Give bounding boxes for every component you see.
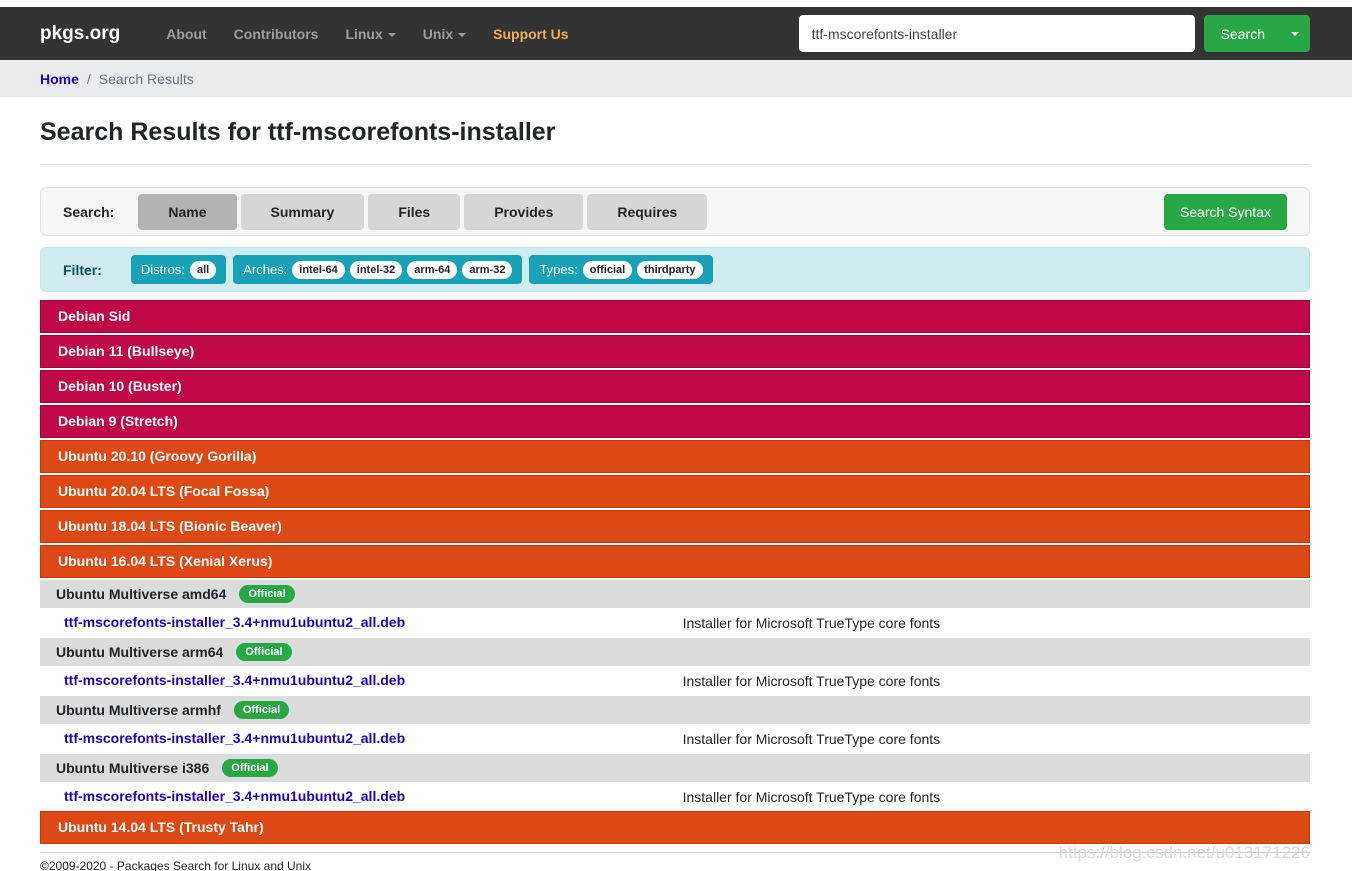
nav-link-support-us[interactable]: Support Us: [493, 25, 569, 42]
repo-name: Ubuntu Multiverse arm64: [56, 644, 224, 660]
nav-link-about[interactable]: About: [166, 25, 207, 42]
search-scope-panel: Search: Name Summary Files Provides Requires…: [40, 187, 1310, 236]
breadcrumb-separator: /: [86, 70, 91, 87]
filter-panel: Filter: Distros: all Arches: intel-64 intel-…: [40, 247, 1310, 292]
package-link[interactable]: ttf-mscorefonts-installer_3.4+nmu1ubuntu…: [64, 614, 406, 630]
search-tabs: Name Summary Files Provides Requires: [138, 193, 711, 230]
repo-name: Ubuntu Multiverse amd64: [56, 586, 227, 602]
package-row: ttf-mscorefonts-installer_3.4+nmu1ubuntu…: [40, 609, 1310, 637]
chevron-down-icon: [1290, 32, 1299, 37]
package-link[interactable]: ttf-mscorefonts-installer_3.4+nmu1ubuntu…: [64, 730, 406, 746]
filter-badge-intel-64: intel-64: [292, 260, 345, 279]
official-badge: Official: [236, 643, 292, 661]
breadcrumb: Home / Search Results: [0, 60, 1352, 97]
filter-group-label: Arches:: [243, 262, 288, 277]
breadcrumb-current: Search Results: [98, 70, 194, 87]
nav-link-unix[interactable]: Unix: [423, 26, 467, 42]
repo-header-row: Ubuntu Multiverse armhf Official: [40, 696, 1310, 724]
package-row: ttf-mscorefonts-installer_3.4+nmu1ubuntu…: [40, 667, 1310, 695]
navbar: pkgs.org About Contributors Linux Unix Suppo…: [0, 7, 1352, 60]
package-description: Installer for Microsoft TrueType core fo…: [682, 731, 941, 747]
filter-badge-intel-32: intel-32: [349, 260, 403, 279]
repo-name: Ubuntu Multiverse i386: [56, 760, 210, 776]
distro-row-debian-11-bullseye[interactable]: Debian 11 (Bullseye): [40, 335, 1310, 368]
repo-header-row: Ubuntu Multiverse amd64 Official: [40, 580, 1310, 608]
search-scope-label: Search:: [63, 203, 115, 220]
distro-row-ubuntu-14-04-lts-trusty-tahr[interactable]: Ubuntu 14.04 LTS (Trusty Tahr): [40, 811, 1310, 844]
filter-badge-thirdparty: thirdparty: [637, 260, 703, 279]
chevron-down-icon: [387, 32, 396, 37]
filter-badge-arm-64: arm-64: [407, 260, 458, 279]
repo-header-row: Ubuntu Multiverse arm64 Official: [40, 638, 1310, 666]
distro-row-debian-sid[interactable]: Debian Sid: [40, 300, 1310, 333]
filter-groups: Distros: all Arches: intel-64 intel-32 arm-64…: [130, 255, 720, 284]
footer-copyright: ©2009-2020 - Packages Search for Linux a…: [40, 852, 1310, 871]
page-title: Search Results for ttf-mscorefonts-insta…: [40, 118, 556, 146]
filter-group-arches[interactable]: Arches: intel-64 intel-32 arm-64 arm-32: [233, 255, 523, 284]
search-button-group: Search: [1203, 15, 1310, 52]
title-divider: [40, 164, 1310, 165]
filter-badge-official: official: [582, 260, 633, 279]
filter-group-label: Types:: [539, 262, 578, 277]
filter-group-types[interactable]: Types: official thirdparty: [529, 255, 713, 284]
chevron-down-icon: [458, 32, 467, 37]
repo-header-row: Ubuntu Multiverse i386 Official: [40, 754, 1310, 782]
search-dropdown-button[interactable]: [1279, 15, 1310, 52]
search-tab-files[interactable]: Files: [368, 193, 461, 230]
package-description: Installer for Microsoft TrueType core fo…: [682, 673, 941, 689]
results-list: Debian Sid Debian 11 (Bullseye) Debian 10 …: [40, 300, 1310, 844]
distro-row-debian-9-stretch[interactable]: Debian 9 (Stretch): [40, 405, 1310, 438]
navbar-search: Search: [798, 15, 1310, 52]
package-name-cell: ttf-mscorefonts-installer_3.4+nmu1ubuntu…: [40, 730, 683, 748]
package-link[interactable]: ttf-mscorefonts-installer_3.4+nmu1ubuntu…: [64, 672, 406, 688]
distro-row-debian-10-buster[interactable]: Debian 10 (Buster): [40, 370, 1310, 403]
package-name-cell: ttf-mscorefonts-installer_3.4+nmu1ubuntu…: [40, 672, 683, 690]
package-name-cell: ttf-mscorefonts-installer_3.4+nmu1ubuntu…: [40, 788, 683, 806]
package-link[interactable]: ttf-mscorefonts-installer_3.4+nmu1ubuntu…: [64, 788, 406, 804]
search-tab-name[interactable]: Name: [138, 193, 237, 230]
search-button[interactable]: Search: [1203, 15, 1279, 52]
top-margin: [0, 0, 1352, 7]
distro-row-ubuntu-20-10-groovy-gorilla[interactable]: Ubuntu 20.10 (Groovy Gorilla): [40, 440, 1310, 473]
nav-link-contributors[interactable]: Contributors: [233, 25, 319, 42]
official-badge: Official: [222, 759, 278, 777]
brand-logo[interactable]: pkgs.org: [40, 22, 121, 44]
search-tab-provides[interactable]: Provides: [464, 193, 584, 230]
distro-row-ubuntu-18-04-lts-bionic-beaver[interactable]: Ubuntu 18.04 LTS (Bionic Beaver): [40, 510, 1310, 543]
distro-row-ubuntu-16-04-lts-xenial-xerus[interactable]: Ubuntu 16.04 LTS (Xenial Xerus): [40, 545, 1310, 578]
filter-group-label: Distros:: [140, 262, 185, 277]
navbar-links: About Contributors Linux Unix Support Us: [166, 26, 595, 42]
package-name-cell: ttf-mscorefonts-installer_3.4+nmu1ubuntu…: [40, 614, 683, 632]
filter-group-distros[interactable]: Distros: all: [130, 255, 227, 284]
filter-badge-arm-32: arm-32: [462, 260, 513, 279]
package-description: Installer for Microsoft TrueType core fo…: [682, 789, 941, 805]
search-input[interactable]: [798, 15, 1195, 52]
main-content: Search Results for ttf-mscorefonts-insta…: [0, 118, 1352, 844]
filter-badge-all: all: [189, 260, 217, 279]
search-tab-summary[interactable]: Summary: [240, 193, 365, 230]
repo-name: Ubuntu Multiverse armhf: [56, 702, 221, 718]
package-row: ttf-mscorefonts-installer_3.4+nmu1ubuntu…: [40, 725, 1310, 753]
search-tab-requires[interactable]: Requires: [587, 193, 708, 230]
nav-link-linux[interactable]: Linux: [345, 26, 396, 42]
search-syntax-button[interactable]: Search Syntax: [1163, 193, 1287, 230]
package-row: ttf-mscorefonts-installer_3.4+nmu1ubuntu…: [40, 783, 1310, 811]
filter-label: Filter:: [63, 261, 102, 278]
package-description: Installer for Microsoft TrueType core fo…: [682, 615, 941, 631]
official-badge: Official: [239, 585, 295, 603]
breadcrumb-home-link[interactable]: Home: [40, 70, 79, 87]
official-badge: Official: [233, 701, 290, 719]
distro-row-ubuntu-20-04-lts-focal-fossa[interactable]: Ubuntu 20.04 LTS (Focal Fossa): [40, 475, 1310, 508]
